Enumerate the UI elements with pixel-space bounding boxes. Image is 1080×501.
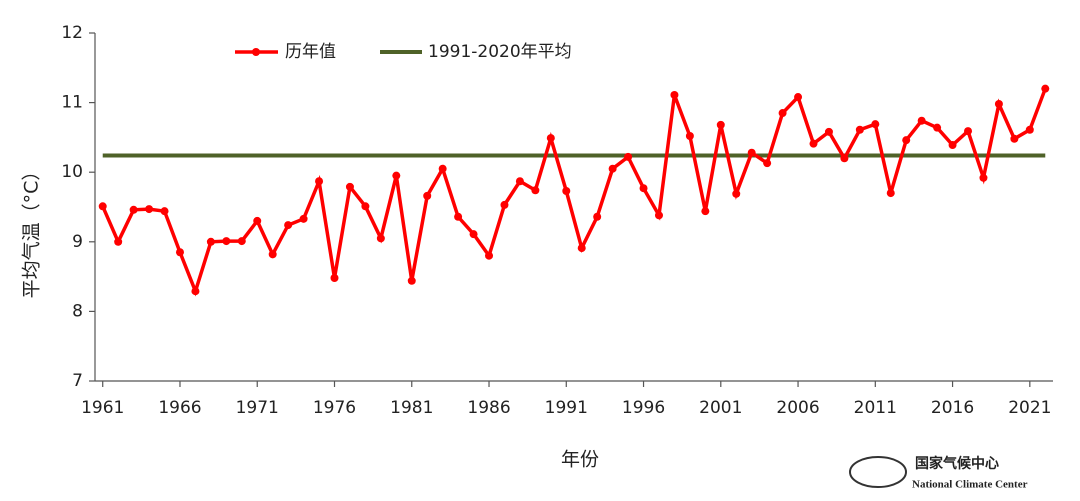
data-point — [1010, 134, 1019, 143]
data-point — [114, 237, 123, 246]
data-point — [1025, 125, 1034, 134]
x-axis-label: 年份 — [561, 449, 599, 471]
data-point — [175, 248, 184, 257]
data-point — [902, 136, 911, 145]
data-point — [222, 237, 231, 246]
data-point — [361, 202, 370, 211]
data-point — [608, 164, 617, 173]
y-tick-label: 9 — [72, 232, 83, 252]
data-point — [206, 237, 215, 246]
data-point — [145, 205, 154, 214]
data-point — [824, 127, 833, 136]
data-point — [407, 276, 416, 285]
data-point — [577, 244, 586, 253]
x-tick-label: 1971 — [236, 398, 279, 418]
data-point — [670, 90, 679, 99]
legend-marker — [252, 48, 260, 56]
logo-en: National Climate Center — [912, 479, 1028, 491]
data-point — [562, 186, 571, 195]
data-point — [129, 205, 138, 214]
data-point — [747, 148, 756, 157]
x-tick-label: 1976 — [313, 398, 356, 418]
data-point — [454, 212, 463, 221]
data-point — [809, 139, 818, 148]
data-point — [639, 184, 648, 193]
data-point — [1041, 84, 1050, 93]
data-point — [624, 152, 633, 161]
data-point — [948, 141, 957, 150]
data-point — [763, 159, 772, 168]
data-point — [392, 171, 401, 180]
y-tick-label: 11 — [61, 93, 83, 113]
data-point — [886, 189, 895, 198]
x-tick-label: 1991 — [545, 398, 588, 418]
data-point — [593, 212, 602, 221]
y-tick-label: 12 — [61, 23, 83, 43]
data-point — [933, 123, 942, 132]
data-point — [98, 202, 107, 211]
logo-cn: 国家气候中心 — [915, 455, 999, 472]
data-point — [299, 214, 308, 223]
y-axis-label: 平均气温（°C） — [21, 162, 43, 299]
data-point — [964, 127, 973, 136]
data-point — [160, 207, 169, 216]
data-point — [315, 177, 324, 186]
x-tick-label: 1966 — [158, 398, 201, 418]
y-tick-label: 10 — [61, 162, 83, 182]
data-point — [500, 200, 509, 209]
data-point — [438, 164, 447, 173]
y-tick-label: 7 — [72, 371, 83, 391]
legend-label: 历年值 — [285, 42, 336, 62]
data-point — [794, 93, 803, 102]
data-point — [994, 99, 1003, 108]
data-point — [871, 120, 880, 129]
data-point — [191, 287, 200, 296]
data-point — [840, 154, 849, 163]
x-tick-label: 1986 — [467, 398, 510, 418]
y-tick-label: 8 — [72, 301, 83, 321]
data-point — [253, 216, 262, 225]
data-point — [732, 189, 741, 198]
data-point — [546, 134, 555, 143]
data-point — [531, 186, 540, 195]
x-tick-label: 2001 — [699, 398, 742, 418]
data-point — [376, 234, 385, 243]
data-point — [284, 221, 293, 230]
x-tick-label: 1961 — [81, 398, 124, 418]
data-point — [716, 120, 725, 129]
data-point — [469, 230, 478, 239]
legend-label: 1991-2020年平均 — [428, 42, 572, 62]
data-point — [485, 251, 494, 260]
data-point — [654, 211, 663, 220]
data-point — [855, 125, 864, 134]
data-line — [101, 88, 1047, 297]
data-point — [701, 207, 710, 216]
data-point — [515, 177, 524, 186]
data-point — [237, 237, 246, 246]
x-tick-label: 2016 — [931, 398, 974, 418]
data-point — [330, 273, 339, 282]
x-tick-label: 2011 — [854, 398, 897, 418]
data-point — [268, 250, 277, 259]
x-tick-label: 2006 — [776, 398, 819, 418]
data-point — [979, 173, 988, 182]
data-point — [917, 116, 926, 125]
data-point — [345, 182, 354, 191]
logo-icon — [849, 456, 907, 488]
data-point — [423, 191, 432, 200]
data-point — [685, 132, 694, 141]
logo: 国家气候中心 National Climate Center — [849, 455, 1028, 491]
data-point — [778, 109, 787, 118]
x-tick-label: 1996 — [622, 398, 665, 418]
x-tick-label: 1981 — [390, 398, 433, 418]
x-tick-label: 2021 — [1008, 398, 1051, 418]
